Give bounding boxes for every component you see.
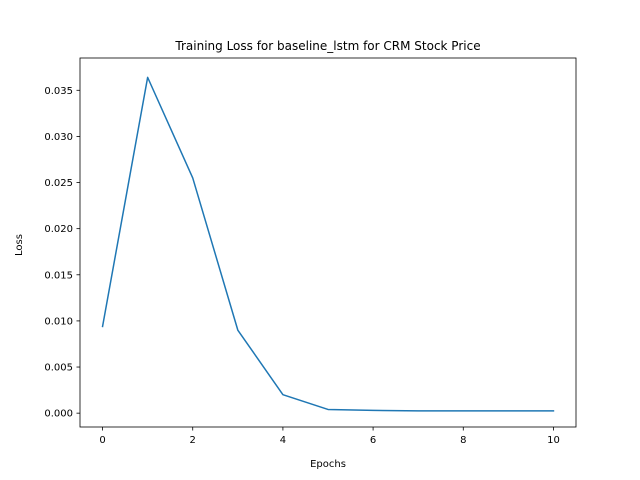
plot-area: [101, 76, 555, 412]
y-tick-label: 0.005: [44, 363, 73, 374]
x-axis-label: Epochs: [310, 459, 346, 470]
y-axis-ticks: 0.000 0.005 0.010 0.015 0.020 0.025 0.030 0.035: [44, 86, 80, 420]
y-tick-label: 0.020: [44, 224, 73, 235]
x-axis-ticks: 0 2 4 6 8 10: [99, 427, 560, 446]
x-tick-label: 8: [460, 435, 466, 446]
y-axis-label: Loss: [14, 234, 25, 256]
x-tick-label: 10: [547, 435, 560, 446]
y-tick-label: 0.010: [44, 316, 73, 327]
y-tick-label: 0.015: [44, 270, 73, 281]
x-tick-label: 6: [370, 435, 376, 446]
y-tick-label: 0.000: [44, 409, 73, 420]
y-tick-label: 0.030: [44, 132, 73, 143]
y-tick-label: 0.025: [44, 178, 73, 189]
x-tick-label: 4: [280, 435, 286, 446]
chart-title: Training Loss for baseline_lstm for CRM …: [174, 39, 480, 53]
loss-series-line: [101, 76, 555, 412]
x-tick-label: 0: [99, 435, 105, 446]
y-tick-label: 0.035: [44, 86, 73, 97]
axes-frame: [79, 57, 577, 428]
x-tick-label: 2: [190, 435, 196, 446]
